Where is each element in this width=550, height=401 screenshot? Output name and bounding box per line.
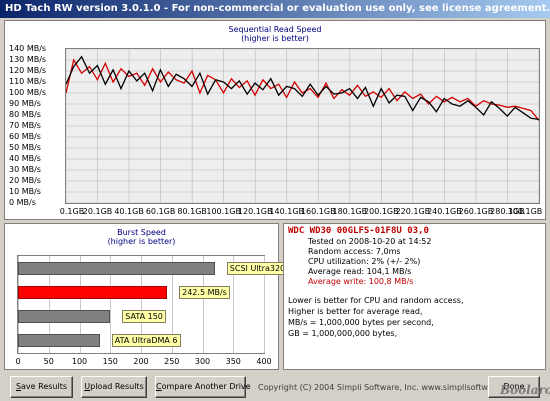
y-tick-label: 140 MB/s xyxy=(9,44,47,53)
x-tick-label: 120.1GB xyxy=(237,207,273,216)
note-line: Lower is better for CPU and random acces… xyxy=(288,296,464,305)
burst-grid-line xyxy=(233,256,235,353)
compare-drive-button[interactable]: Compare Another Drive xyxy=(155,376,251,398)
burst-grid-line xyxy=(171,256,173,353)
x-tick-label: 20.1GB xyxy=(82,207,113,216)
note-line: Higher is better for average read, xyxy=(288,307,423,316)
burst-grid-line xyxy=(18,256,19,353)
y-tick-label: 20 MB/s xyxy=(9,176,41,185)
x-tick-label: 160.1GB xyxy=(300,207,336,216)
burst-x-tick-label: 400 xyxy=(256,357,272,366)
average-write: Average write: 100,8 MB/s xyxy=(308,277,414,286)
y-tick-label: 50 MB/s xyxy=(9,143,41,152)
burst-x-tick-label: 350 xyxy=(225,357,241,366)
burst-bar-tested-drive xyxy=(18,286,168,299)
y-tick-label: 60 MB/s xyxy=(9,132,41,141)
read-speed-line-red xyxy=(66,58,539,121)
y-tick-label: 70 MB/s xyxy=(9,121,41,130)
x-tick-label: 60.1GB xyxy=(145,207,176,216)
sequential-read-panel: Sequential Read Speed (higher is better)… xyxy=(4,20,546,220)
burst-bar-reference xyxy=(18,334,100,347)
burst-grid-line xyxy=(264,256,265,353)
burst-plot-area: SCSI Ultra320 242.5 MB/s SATA 150 ATA Ultra… xyxy=(17,255,289,354)
y-tick-label: 10 MB/s xyxy=(9,187,41,196)
x-tick-label: 100.1GB xyxy=(206,207,241,216)
x-tick-label: 80.1GB xyxy=(177,207,207,216)
x-tick-label: 300.1GB xyxy=(507,207,543,216)
save-mnemonic: S xyxy=(15,382,22,391)
y-tick-label: 120 MB/s xyxy=(9,66,47,75)
done-button[interactable]: Done xyxy=(488,376,540,398)
upload-label: pload Results xyxy=(90,382,144,391)
y-tick-label: 90 MB/s xyxy=(9,99,41,108)
upload-mnemonic: U xyxy=(84,382,91,391)
y-tick-label: 80 MB/s xyxy=(9,110,41,119)
x-tick-label: 40.1GB xyxy=(114,207,144,216)
burst-bar-label: 242.5 MB/s xyxy=(179,286,230,299)
cpu-utilization: CPU utilization: 2% (+/- 2%) xyxy=(308,257,421,266)
x-tick-label: 220.1GB xyxy=(395,207,431,216)
save-results-button[interactable]: Save Results xyxy=(10,376,73,398)
compare-label: ompare Another Drive xyxy=(161,382,251,391)
x-tick-label: 240.1GB xyxy=(427,207,462,216)
burst-bar-reference xyxy=(18,310,111,323)
note-line: MB/s = 1,000,000 bytes per second, xyxy=(288,318,434,327)
sequential-title: Sequential Read Speed xyxy=(228,25,322,34)
burst-grid-line xyxy=(79,256,81,353)
burst-x-tick-label: 300 xyxy=(194,357,211,366)
burst-x-tick-label: 200 xyxy=(133,357,149,366)
x-tick-label: 180.1GB xyxy=(332,207,368,216)
sequential-read-chart xyxy=(66,49,539,203)
compare-mnemonic: C xyxy=(156,382,162,391)
copyright-text: Copyright (C) 2004 Simpli Software, Inc.… xyxy=(258,383,521,392)
burst-bar-reference xyxy=(18,262,215,275)
upload-results-button[interactable]: Upload Results xyxy=(81,376,147,398)
burst-bar-label: SATA 150 xyxy=(122,310,166,323)
y-tick-label: 30 MB/s xyxy=(9,165,41,174)
burst-bar-label: ATA UltraDMA 6 xyxy=(111,334,181,347)
burst-bar-label: SCSI Ultra320 xyxy=(226,262,289,275)
burst-x-tick-label: 150 xyxy=(102,357,118,366)
x-tick-label: 200.1GB xyxy=(364,207,399,216)
y-tick-label: 110 MB/s xyxy=(9,77,47,86)
burst-x-tick-label: 0 xyxy=(15,357,21,366)
y-tick-label: 0 MB/s xyxy=(9,198,36,207)
burst-x-tick-label: 250 xyxy=(164,357,180,366)
burst-title: Burst Speed xyxy=(117,228,166,237)
sequential-plot-area xyxy=(65,48,540,204)
save-label: ave Results xyxy=(21,382,68,391)
y-tick-label: 100 MB/s xyxy=(9,88,47,97)
window-title: HD Tach RW version 3.0.1.0 - For non-com… xyxy=(0,0,550,18)
drive-model: WDC WD30 00GLFS-01F8U 03,0 xyxy=(288,226,429,236)
x-tick-label: 280.1GB xyxy=(490,207,525,216)
average-read: Average read: 104,1 MB/s xyxy=(308,267,412,276)
random-access: Random access: 7,0ms xyxy=(308,247,401,256)
burst-subtitle: (higher is better) xyxy=(107,237,176,246)
x-tick-label: 0.1GB xyxy=(59,207,85,216)
burst-grid-line xyxy=(202,256,204,353)
burst-x-tick-label: 100 xyxy=(71,357,88,366)
x-tick-label: 260.1GB xyxy=(458,207,494,216)
sequential-subtitle: (higher is better) xyxy=(241,34,309,43)
drive-info-panel: WDC WD30 00GLFS-01F8U 03,0 Tested on 200… xyxy=(283,223,546,370)
burst-grid-line xyxy=(110,256,112,353)
burst-speed-panel: Burst Speed (higher is better) SCSI Ultr… xyxy=(4,223,289,370)
y-tick-label: 130 MB/s xyxy=(9,55,47,64)
watermark-logo: Boolaro xyxy=(500,383,550,397)
x-tick-label: 140.1GB xyxy=(269,207,305,216)
tested-on: Tested on 2008-10-20 at 14:52 xyxy=(308,237,432,246)
burst-grid-line xyxy=(48,256,50,353)
y-tick-label: 40 MB/s xyxy=(9,154,41,163)
note-line: GB = 1,000,000,000 bytes, xyxy=(288,329,398,338)
read-speed-line-black xyxy=(66,55,539,121)
burst-grid-line xyxy=(141,256,142,353)
burst-x-tick-label: 50 xyxy=(43,357,54,366)
